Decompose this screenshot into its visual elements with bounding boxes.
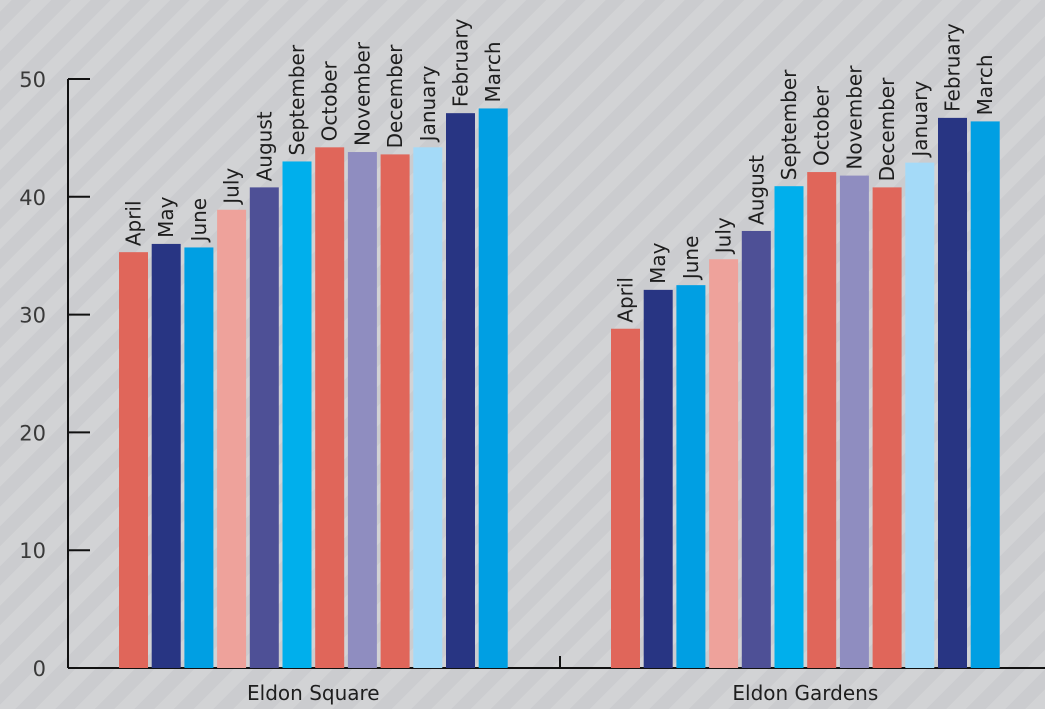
bar-label: December xyxy=(875,77,899,181)
y-tick-label: 0 xyxy=(33,657,46,681)
bar-march xyxy=(970,121,1000,668)
bar-label: October xyxy=(810,85,834,166)
bar-june xyxy=(184,247,214,669)
bar-label: January xyxy=(416,65,440,143)
bar-label: August xyxy=(744,155,768,225)
bar-label: June xyxy=(679,236,703,282)
y-tick-label: 10 xyxy=(19,539,46,563)
bar-label: November xyxy=(350,41,374,146)
bar-label: October xyxy=(318,61,342,142)
bar-label: March xyxy=(481,41,505,102)
bar-may xyxy=(643,289,673,668)
bar-february xyxy=(446,113,475,669)
bar-january xyxy=(905,162,935,668)
bar-label: June xyxy=(187,198,211,244)
bar-august xyxy=(249,187,279,668)
bar-label: July xyxy=(220,168,244,206)
bar-label: April xyxy=(614,277,638,323)
bar-label: August xyxy=(252,111,276,181)
bar-april xyxy=(119,252,148,668)
bar-label: February xyxy=(941,23,965,112)
bar-march xyxy=(478,108,508,668)
bar-july xyxy=(709,259,739,668)
bar-label: July xyxy=(712,217,736,255)
bar-may xyxy=(151,243,181,669)
bar-january xyxy=(413,147,443,669)
y-tick-label: 30 xyxy=(19,304,46,328)
y-tick-label: 20 xyxy=(19,421,46,445)
bar-label: May xyxy=(646,242,670,284)
bar-label: May xyxy=(154,196,178,238)
bar-label: April xyxy=(122,200,146,246)
bar-april xyxy=(611,328,640,668)
y-tick-label: 40 xyxy=(19,186,46,210)
bar-december xyxy=(380,154,410,669)
category-label: Eldon Square xyxy=(247,681,380,705)
bar-label: January xyxy=(908,81,932,159)
bar-november xyxy=(839,175,869,668)
bar-label: September xyxy=(777,69,801,180)
bar-october xyxy=(807,172,837,668)
bar-label: February xyxy=(449,18,473,107)
bar-october xyxy=(315,147,345,669)
y-tick-label: 50 xyxy=(19,68,46,92)
bar-label: November xyxy=(842,65,866,170)
bar-december xyxy=(872,187,902,668)
bar-november xyxy=(347,152,377,668)
bar-label: December xyxy=(383,44,407,148)
bar-september xyxy=(282,161,312,668)
category-label: Eldon Gardens xyxy=(732,681,878,705)
bar-august xyxy=(741,230,771,668)
bar-label: March xyxy=(973,54,997,115)
bar-june xyxy=(676,285,706,668)
bar-september xyxy=(774,186,804,668)
bar-february xyxy=(938,117,967,668)
bar-label: September xyxy=(285,44,309,155)
bar-july xyxy=(217,209,247,668)
